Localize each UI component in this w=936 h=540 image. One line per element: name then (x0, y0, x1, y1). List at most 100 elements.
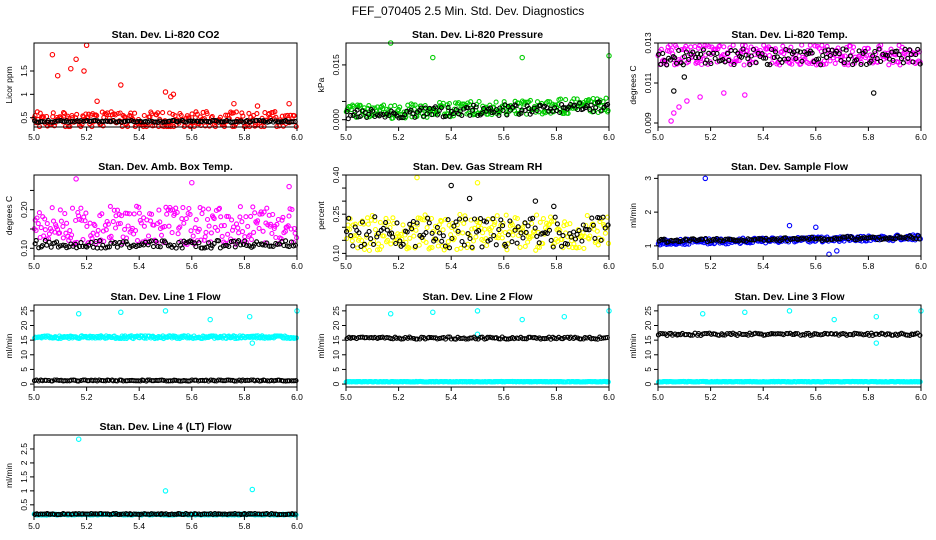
point-main (469, 226, 475, 232)
point-reference (579, 238, 585, 244)
point-main (289, 206, 295, 213)
point-reference (714, 50, 720, 57)
point-reference (874, 331, 880, 337)
point-reference (467, 235, 473, 242)
y-axis-label: degrees C (4, 196, 14, 235)
point-reference (505, 336, 511, 342)
point-main (595, 242, 601, 248)
point-main (584, 213, 590, 219)
point-main (187, 211, 193, 217)
y-tick-label: 0.5 (19, 499, 29, 511)
point-main (381, 102, 387, 108)
point-reference (270, 243, 276, 250)
outlier-main (286, 183, 292, 190)
point-reference (260, 242, 266, 248)
point-main (509, 222, 515, 228)
point-reference (436, 230, 443, 236)
point-reference (438, 105, 444, 111)
point-main (510, 232, 516, 238)
y-tick-label: 0.10 (19, 240, 29, 257)
point-main (83, 210, 89, 216)
point-reference (526, 105, 532, 112)
point-reference (123, 239, 129, 245)
point-main (247, 232, 253, 238)
point-main (248, 236, 255, 243)
point-main (42, 227, 48, 233)
point-main (583, 97, 589, 104)
point-reference (740, 238, 746, 244)
point-main (50, 114, 56, 120)
point-reference (398, 336, 404, 342)
point-main (806, 60, 812, 67)
point-main (688, 44, 694, 50)
point-reference (162, 240, 169, 246)
point-reference (459, 112, 465, 118)
point-main (105, 221, 111, 227)
plot-frame (33, 304, 298, 388)
outlier-main (474, 308, 481, 314)
outlier-main (702, 175, 709, 182)
point-reference (767, 237, 773, 243)
plot-frame (657, 174, 922, 257)
outlier-main (162, 308, 169, 314)
point-reference (706, 50, 712, 56)
point-main (136, 210, 142, 216)
figure-title: FEF_070405 2.5 Min. Std. Dev. Diagnostic… (352, 4, 585, 18)
point-main (280, 123, 286, 129)
point-main (211, 216, 217, 222)
x-tick-label: 5.0 (28, 132, 40, 142)
point-reference (469, 244, 475, 250)
point-reference (785, 56, 791, 62)
point-reference (483, 219, 490, 225)
point-reference (283, 512, 289, 518)
point-main (156, 207, 162, 213)
outlier-main (162, 488, 169, 494)
point-reference (662, 58, 668, 64)
panel-2: Stan. Dev. Li-820 Pressure 5.0 5.2 5.4 5.6 5.… (316, 29, 615, 142)
point-reference (702, 330, 708, 337)
point-main (789, 61, 795, 67)
point-main (110, 219, 116, 225)
point-main (752, 59, 758, 65)
point-reference (44, 242, 50, 248)
point-reference (580, 222, 586, 228)
point-reference (231, 378, 238, 384)
point-main (194, 111, 200, 117)
point-reference (862, 48, 868, 55)
point-reference (789, 331, 796, 338)
x-tick-label: 5.8 (862, 261, 874, 271)
point-reference (712, 55, 718, 62)
point-main (42, 216, 48, 222)
point-reference (503, 243, 509, 249)
point-main (189, 111, 195, 117)
x-tick-label: 5.6 (498, 261, 510, 271)
point-reference (912, 331, 918, 337)
point-main (53, 224, 59, 230)
point-reference (491, 233, 497, 239)
point-main (203, 229, 209, 235)
point-reference (762, 332, 768, 338)
outlier-main (118, 82, 124, 88)
point-main (216, 205, 223, 211)
point-main (503, 212, 509, 218)
point-reference (847, 53, 853, 59)
outlier-main (414, 174, 420, 181)
point-reference (513, 103, 519, 109)
point-reference (880, 331, 886, 337)
point-reference (708, 61, 714, 67)
point-main (352, 221, 358, 227)
point-reference (388, 336, 394, 342)
point-main (181, 220, 187, 226)
point-reference (354, 107, 360, 113)
point-main (500, 220, 506, 226)
panel-title: Stan. Dev. Li-820 Temp. (731, 29, 847, 41)
point-main (272, 109, 278, 115)
point-reference (412, 243, 418, 249)
y-tick-label: 0.10 (331, 245, 341, 262)
point-reference (527, 216, 533, 222)
point-main (395, 108, 401, 114)
point-reference (522, 220, 528, 226)
point-main (723, 241, 729, 247)
point-reference (216, 238, 222, 244)
x-tick-label: 5.8 (862, 392, 874, 402)
